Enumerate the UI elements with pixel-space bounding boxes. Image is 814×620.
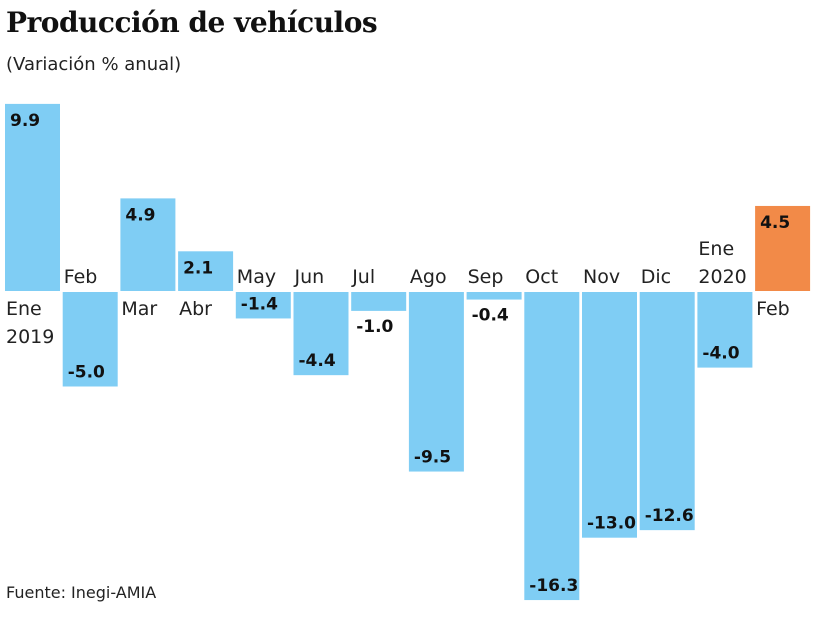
category-label: Ene	[698, 238, 734, 260]
data-label: 4.9	[125, 205, 155, 225]
bar	[351, 292, 407, 311]
chart-title: Producción de vehículos	[6, 6, 378, 39]
category-label: Jul	[351, 266, 375, 288]
bar	[62, 292, 118, 387]
category-label: Ago	[410, 266, 447, 288]
category-label: Nov	[583, 266, 620, 288]
data-label: -5.0	[68, 363, 105, 383]
chart-subtitle: (Variación % anual)	[6, 54, 182, 75]
bar	[178, 251, 234, 291]
bar	[235, 292, 291, 319]
category-label: Ene	[6, 298, 42, 320]
data-label: -0.4	[472, 306, 509, 326]
data-label: 4.5	[760, 213, 790, 233]
bar	[582, 292, 637, 538]
bar	[524, 292, 580, 601]
data-label: -12.6	[645, 506, 694, 526]
bar	[755, 205, 811, 291]
category-label: Feb	[64, 266, 98, 288]
data-label: -9.5	[414, 448, 451, 468]
bar	[466, 292, 522, 300]
bar	[293, 292, 349, 376]
data-label: -13.0	[587, 514, 636, 534]
category-label: Mar	[121, 298, 157, 320]
category-label: Sep	[468, 266, 504, 288]
category-label: Oct	[525, 266, 558, 288]
category-label: Feb	[756, 298, 790, 320]
data-label: -1.4	[241, 294, 278, 314]
data-label: -1.0	[356, 317, 393, 337]
data-label: -16.3	[529, 576, 578, 596]
bar	[5, 103, 60, 291]
bar	[120, 198, 176, 291]
source-note: Fuente: Inegi-AMIA	[6, 583, 157, 602]
data-label: 2.1	[183, 258, 213, 278]
category-label: Jun	[294, 266, 325, 288]
category-label: Dic	[641, 266, 671, 288]
data-label: 9.9	[10, 111, 40, 131]
category-label: Abr	[179, 298, 212, 320]
bar	[639, 292, 695, 531]
category-label: 2019	[6, 326, 54, 348]
bar	[697, 292, 753, 368]
bar	[408, 292, 464, 472]
data-label: -4.0	[702, 344, 739, 364]
data-label: -4.4	[299, 351, 336, 371]
category-label: May	[237, 266, 276, 288]
category-label: 2020	[698, 266, 746, 288]
